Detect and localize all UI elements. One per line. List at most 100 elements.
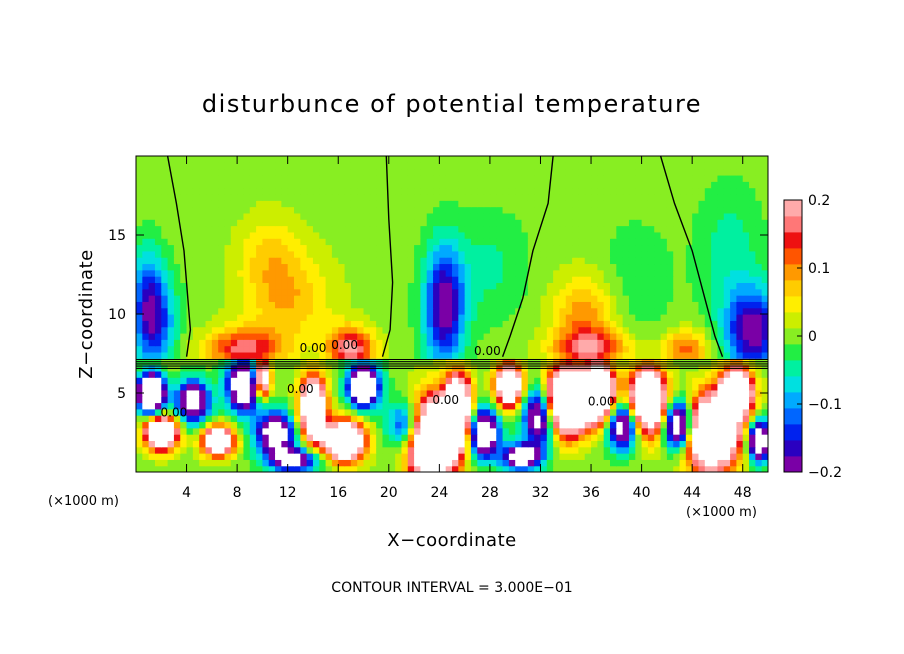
- heatmap-cell: [578, 314, 586, 321]
- heatmap-cell: [256, 200, 263, 208]
- heatmap-cell: [426, 181, 434, 189]
- heatmap-cell: [376, 459, 384, 467]
- heatmap-cell: [256, 212, 263, 220]
- heatmap-cell: [256, 250, 263, 258]
- heatmap-cell: [205, 219, 213, 227]
- heatmap-cell: [148, 206, 156, 214]
- heatmap-cell: [211, 307, 219, 315]
- heatmap-cell: [704, 453, 712, 460]
- heatmap-cell: [420, 307, 428, 315]
- heatmap-cell: [679, 168, 687, 176]
- heatmap-cell: [502, 212, 510, 220]
- heatmap-cell: [243, 257, 251, 265]
- heatmap-cell: [186, 307, 194, 315]
- heatmap-cell: [603, 212, 611, 220]
- heatmap-cell: [452, 225, 459, 233]
- heatmap-cell: [679, 219, 687, 227]
- heatmap-cell: [401, 440, 409, 448]
- heatmap-cell: [692, 434, 700, 441]
- heatmap-cell: [401, 446, 409, 454]
- heatmap-cell: [730, 276, 737, 283]
- heatmap-cell: [515, 326, 523, 334]
- heatmap-cell: [641, 263, 649, 271]
- heatmap-cell: [610, 238, 617, 246]
- heatmap-cell: [338, 389, 346, 397]
- heatmap-cell: [679, 332, 687, 340]
- heatmap-cell: [243, 408, 251, 416]
- heatmap-cell: [647, 396, 655, 404]
- heatmap-cell: [540, 276, 548, 283]
- heatmap-cell: [477, 156, 485, 163]
- heatmap-cell: [148, 219, 156, 227]
- heatmap-cell: [685, 244, 693, 252]
- heatmap-cell: [496, 181, 504, 189]
- heatmap-cell: [401, 453, 409, 460]
- heatmap-cell: [692, 269, 700, 277]
- heatmap-cell: [749, 276, 756, 283]
- heatmap-cell: [755, 421, 763, 429]
- heatmap-cell: [306, 465, 314, 472]
- heatmap-cell: [363, 339, 371, 347]
- heatmap-cell: [540, 282, 548, 290]
- heatmap-cell: [496, 263, 504, 271]
- heatmap-cell: [230, 415, 238, 423]
- heatmap-cell: [376, 282, 384, 290]
- heatmap-cell: [154, 465, 162, 472]
- heatmap-cell: [281, 459, 289, 467]
- heatmap-cell: [173, 162, 181, 170]
- heatmap-cell: [148, 465, 156, 472]
- heatmap-cell: [464, 421, 472, 429]
- heatmap-cell: [717, 301, 725, 309]
- heatmap-cell: [205, 206, 213, 214]
- heatmap-cell: [154, 231, 162, 239]
- heatmap-cell: [218, 269, 226, 277]
- heatmap-cell: [660, 238, 668, 246]
- heatmap-cell: [256, 288, 263, 296]
- heatmap-cell: [218, 440, 226, 448]
- heatmap-cell: [508, 257, 516, 265]
- heatmap-cell: [641, 370, 649, 378]
- heatmap-cell: [161, 402, 169, 410]
- heatmap-cell: [445, 288, 453, 296]
- heatmap-cell: [610, 440, 617, 448]
- heatmap-cell: [666, 453, 674, 460]
- heatmap-cell: [489, 219, 497, 227]
- heatmap-cell: [742, 427, 750, 435]
- heatmap-cell: [730, 162, 737, 170]
- heatmap-cell: [527, 181, 535, 189]
- heatmap-cell: [388, 434, 396, 441]
- heatmap-cell: [572, 427, 579, 435]
- heatmap-cell: [369, 269, 377, 277]
- heatmap-cell: [736, 301, 744, 309]
- heatmap-cell: [167, 377, 175, 385]
- heatmap-cell: [704, 408, 712, 416]
- heatmap-cell: [578, 206, 586, 214]
- heatmap-cell: [281, 389, 289, 397]
- heatmap-cell: [192, 446, 200, 454]
- heatmap-cell: [395, 187, 403, 195]
- heatmap-cell: [211, 421, 219, 429]
- heatmap-cell: [369, 282, 377, 290]
- heatmap-cell: [559, 257, 567, 265]
- heatmap-cell: [224, 181, 232, 189]
- heatmap-cell: [167, 231, 175, 239]
- heatmap-cell: [237, 351, 245, 359]
- heatmap-cell: [635, 212, 643, 220]
- heatmap-cell: [376, 326, 384, 334]
- heatmap-cell: [230, 206, 238, 214]
- heatmap-cell: [578, 427, 586, 435]
- heatmap-cell: [180, 465, 188, 472]
- heatmap-cell: [660, 453, 668, 460]
- heatmap-cell: [685, 389, 693, 397]
- heatmap-cell: [287, 288, 295, 296]
- heatmap-cell: [559, 370, 567, 378]
- heatmap-cell: [275, 257, 282, 265]
- heatmap-cell: [180, 421, 188, 429]
- heatmap-cell: [730, 389, 737, 397]
- heatmap-cell: [211, 276, 219, 283]
- heatmap-cell: [414, 200, 421, 208]
- heatmap-cell: [761, 396, 768, 404]
- heatmap-cell: [635, 314, 643, 321]
- heatmap-cell: [704, 162, 712, 170]
- heatmap-cell: [591, 453, 598, 460]
